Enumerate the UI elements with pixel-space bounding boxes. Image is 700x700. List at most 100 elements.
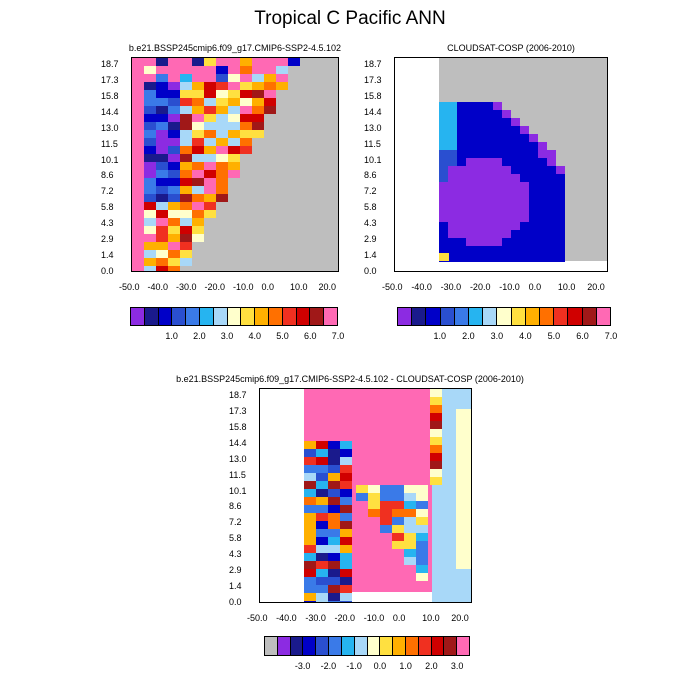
heatmap-cell	[448, 206, 457, 214]
heatmap-cell	[144, 58, 156, 66]
heatmap-cell	[439, 246, 448, 254]
heatmap-cell	[340, 529, 352, 537]
heatmap-cell	[316, 529, 328, 537]
y-tick-label: 10.1	[101, 154, 119, 165]
heatmap-cell	[448, 190, 457, 198]
heatmap-cell	[204, 98, 216, 106]
heatmap-cell	[493, 230, 502, 238]
heatmap-cell	[511, 134, 520, 142]
heatmap-cell	[132, 234, 144, 242]
heatmap-cell	[457, 198, 466, 206]
colorbar-swatch	[341, 637, 355, 655]
y-tick-label: 4.3	[364, 218, 377, 229]
y-tick-label: 5.8	[101, 202, 114, 213]
heatmap-cell	[316, 465, 328, 473]
y-tick-label: 5.8	[229, 533, 242, 544]
heatmap-cell	[192, 202, 204, 210]
heatmap-cell	[466, 150, 475, 158]
heatmap-cell	[466, 214, 475, 222]
heatmap-cell	[204, 210, 216, 218]
colorbar-label: 0.0	[373, 661, 387, 671]
heatmap-cell	[475, 206, 484, 214]
heatmap-cell	[276, 66, 288, 74]
heatmap-cell	[144, 82, 156, 90]
heatmap-cell	[502, 190, 511, 198]
heatmap-cell	[216, 194, 228, 202]
heatmap-cell	[466, 238, 475, 246]
heatmap-cell	[304, 481, 316, 489]
x-tick-label: -30.0	[175, 282, 197, 292]
heatmap-cell	[304, 569, 316, 577]
colorbar-swatch	[440, 308, 455, 325]
heatmap-cell	[168, 250, 180, 258]
heatmap-cell	[228, 146, 240, 154]
colorbar-label: 2.0	[193, 331, 206, 341]
heatmap-cell	[180, 58, 192, 66]
heatmap-cell	[466, 254, 475, 262]
heatmap-cell	[511, 254, 520, 262]
heatmap-cell	[511, 150, 520, 158]
heatmap-cell	[538, 214, 547, 222]
heatmap-cell	[304, 449, 316, 457]
heatmap-cell	[156, 242, 168, 250]
heatmap-cell	[156, 194, 168, 202]
heatmap-cell	[520, 214, 529, 222]
heatmap-cell	[132, 106, 144, 114]
heatmap-cell	[216, 170, 228, 178]
heatmap-cell	[439, 174, 448, 182]
heatmap-cell	[216, 82, 228, 90]
heatmap-cell	[340, 481, 352, 489]
colorbar-swatch	[582, 308, 597, 325]
heatmap-cell	[316, 441, 328, 449]
heatmap-cell	[168, 122, 180, 130]
heatmap-cell	[493, 102, 502, 110]
heatmap-cell	[228, 122, 240, 130]
heatmap-cell	[252, 130, 264, 138]
heatmap-cell	[180, 74, 192, 82]
heatmap-cell	[520, 166, 529, 174]
heatmap-cell	[520, 206, 529, 214]
heatmap-cell	[304, 593, 316, 601]
heatmap-cell	[439, 190, 448, 198]
heatmap-cell	[228, 66, 240, 74]
heatmap-cell	[475, 222, 484, 230]
heatmap-cell	[328, 457, 340, 465]
heatmap-cell	[416, 557, 428, 565]
heatmap-cell	[304, 577, 316, 585]
heatmap-cell	[144, 194, 156, 202]
colorbar-swatch	[227, 308, 242, 325]
heatmap-cell	[192, 90, 204, 98]
heatmap-cell	[457, 166, 466, 174]
heatmap-cell	[502, 238, 511, 246]
heatmap-cell	[484, 158, 493, 166]
heatmap-cell	[216, 122, 228, 130]
heatmap-cell	[192, 186, 204, 194]
heatmap-cell	[328, 553, 340, 561]
heatmap-cell	[556, 182, 565, 190]
heatmap-cell	[240, 106, 252, 114]
heatmap-cell	[457, 142, 466, 150]
heatmap-cell	[466, 246, 475, 254]
heatmap-cell	[511, 182, 520, 190]
heatmap-cell	[466, 198, 475, 206]
colorbar-label: 5.0	[547, 331, 561, 341]
heatmap-cell	[204, 194, 216, 202]
heatmap-cell	[380, 509, 392, 517]
y-tick-label: 8.6	[101, 170, 114, 181]
heatmap-cell	[264, 58, 276, 66]
heatmap-cell	[475, 174, 484, 182]
heatmap-cell	[168, 130, 180, 138]
heatmap-cell	[204, 66, 216, 74]
heatmap-cell	[520, 150, 529, 158]
heatmap-cell	[475, 230, 484, 238]
heatmap-cell	[538, 174, 547, 182]
heatmap-cell	[132, 82, 144, 90]
colorbar-label: 1.0	[433, 331, 447, 341]
heatmap-cell	[556, 198, 565, 206]
x-tick-label: 0.0	[392, 613, 406, 623]
heatmap-cell	[304, 553, 316, 561]
heatmap-cell	[502, 166, 511, 174]
heatmap-cell	[180, 210, 192, 218]
colorbar-diff	[264, 636, 470, 656]
heatmap-cell	[466, 102, 475, 110]
